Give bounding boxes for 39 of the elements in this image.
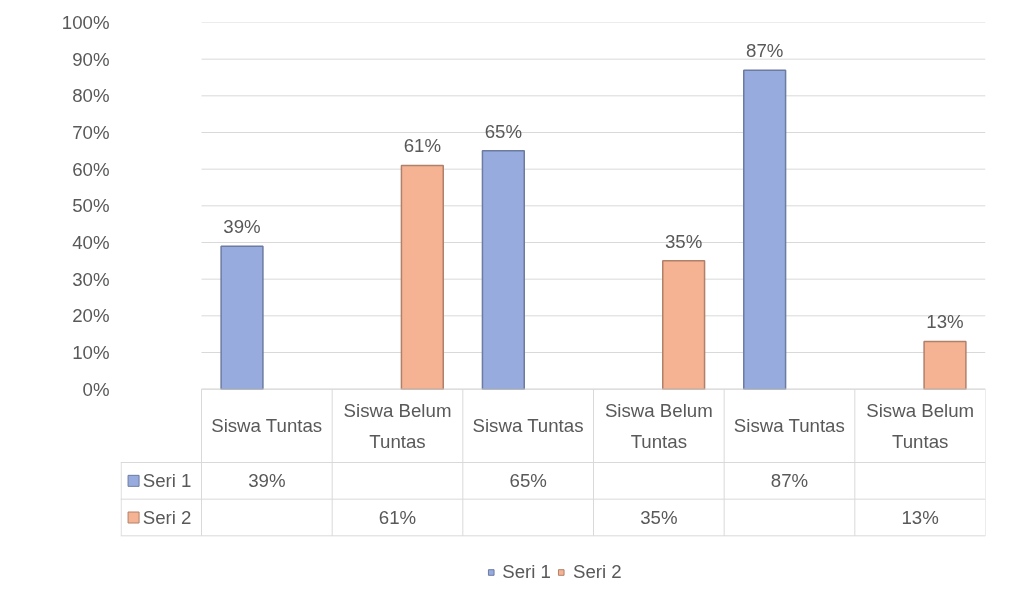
bar bbox=[481, 150, 525, 390]
y-tick-label: 80% bbox=[72, 85, 110, 107]
x-tick-label: Siswa Belum Tuntas bbox=[343, 399, 452, 452]
x-tick-label: Siswa Tuntas bbox=[211, 415, 323, 437]
y-tick-label: 70% bbox=[72, 122, 110, 143]
text: 13% bbox=[926, 311, 964, 333]
x-tick-label: Siswa Belum Tuntas bbox=[866, 399, 975, 452]
bar bbox=[743, 69, 787, 390]
legend-label: Seri 2 bbox=[573, 561, 622, 583]
text: 87% bbox=[746, 40, 784, 61]
y-tick-label: 10% bbox=[72, 342, 110, 363]
bar bbox=[923, 340, 967, 390]
text: 39% bbox=[223, 216, 261, 237]
data-label: 35% bbox=[640, 507, 678, 528]
x-tick-label: Siswa Tuntas bbox=[472, 415, 584, 437]
y-tick-label: 90% bbox=[72, 48, 110, 70]
data-label: 65% bbox=[509, 470, 547, 492]
y-tick-label: 0% bbox=[82, 378, 110, 400]
y-tick-label: 30% bbox=[72, 268, 110, 290]
data-label: 39% bbox=[248, 470, 286, 492]
text: 61% bbox=[403, 135, 442, 157]
data-label: 87% bbox=[770, 470, 809, 492]
text: 65% bbox=[484, 120, 523, 142]
data-label: 61% bbox=[378, 507, 417, 528]
data-label: 13% bbox=[901, 507, 939, 528]
text: Seri 2 bbox=[142, 507, 192, 528]
y-tick-label: 20% bbox=[72, 305, 110, 327]
y-tick-label: 50% bbox=[72, 195, 110, 217]
bar bbox=[400, 164, 444, 390]
x-tick-label: Siswa Tuntas bbox=[733, 415, 845, 437]
y-tick-label: 100% bbox=[61, 12, 110, 33]
y-tick-label: 60% bbox=[72, 158, 110, 180]
bar bbox=[662, 260, 706, 390]
bar bbox=[220, 245, 264, 390]
text: 35% bbox=[664, 230, 703, 252]
x-tick-label: Siswa Belum Tuntas bbox=[604, 399, 713, 452]
y-tick-label: 40% bbox=[72, 232, 110, 253]
text: Seri 1 bbox=[502, 561, 551, 582]
legend-label: Seri 1 bbox=[142, 470, 192, 492]
